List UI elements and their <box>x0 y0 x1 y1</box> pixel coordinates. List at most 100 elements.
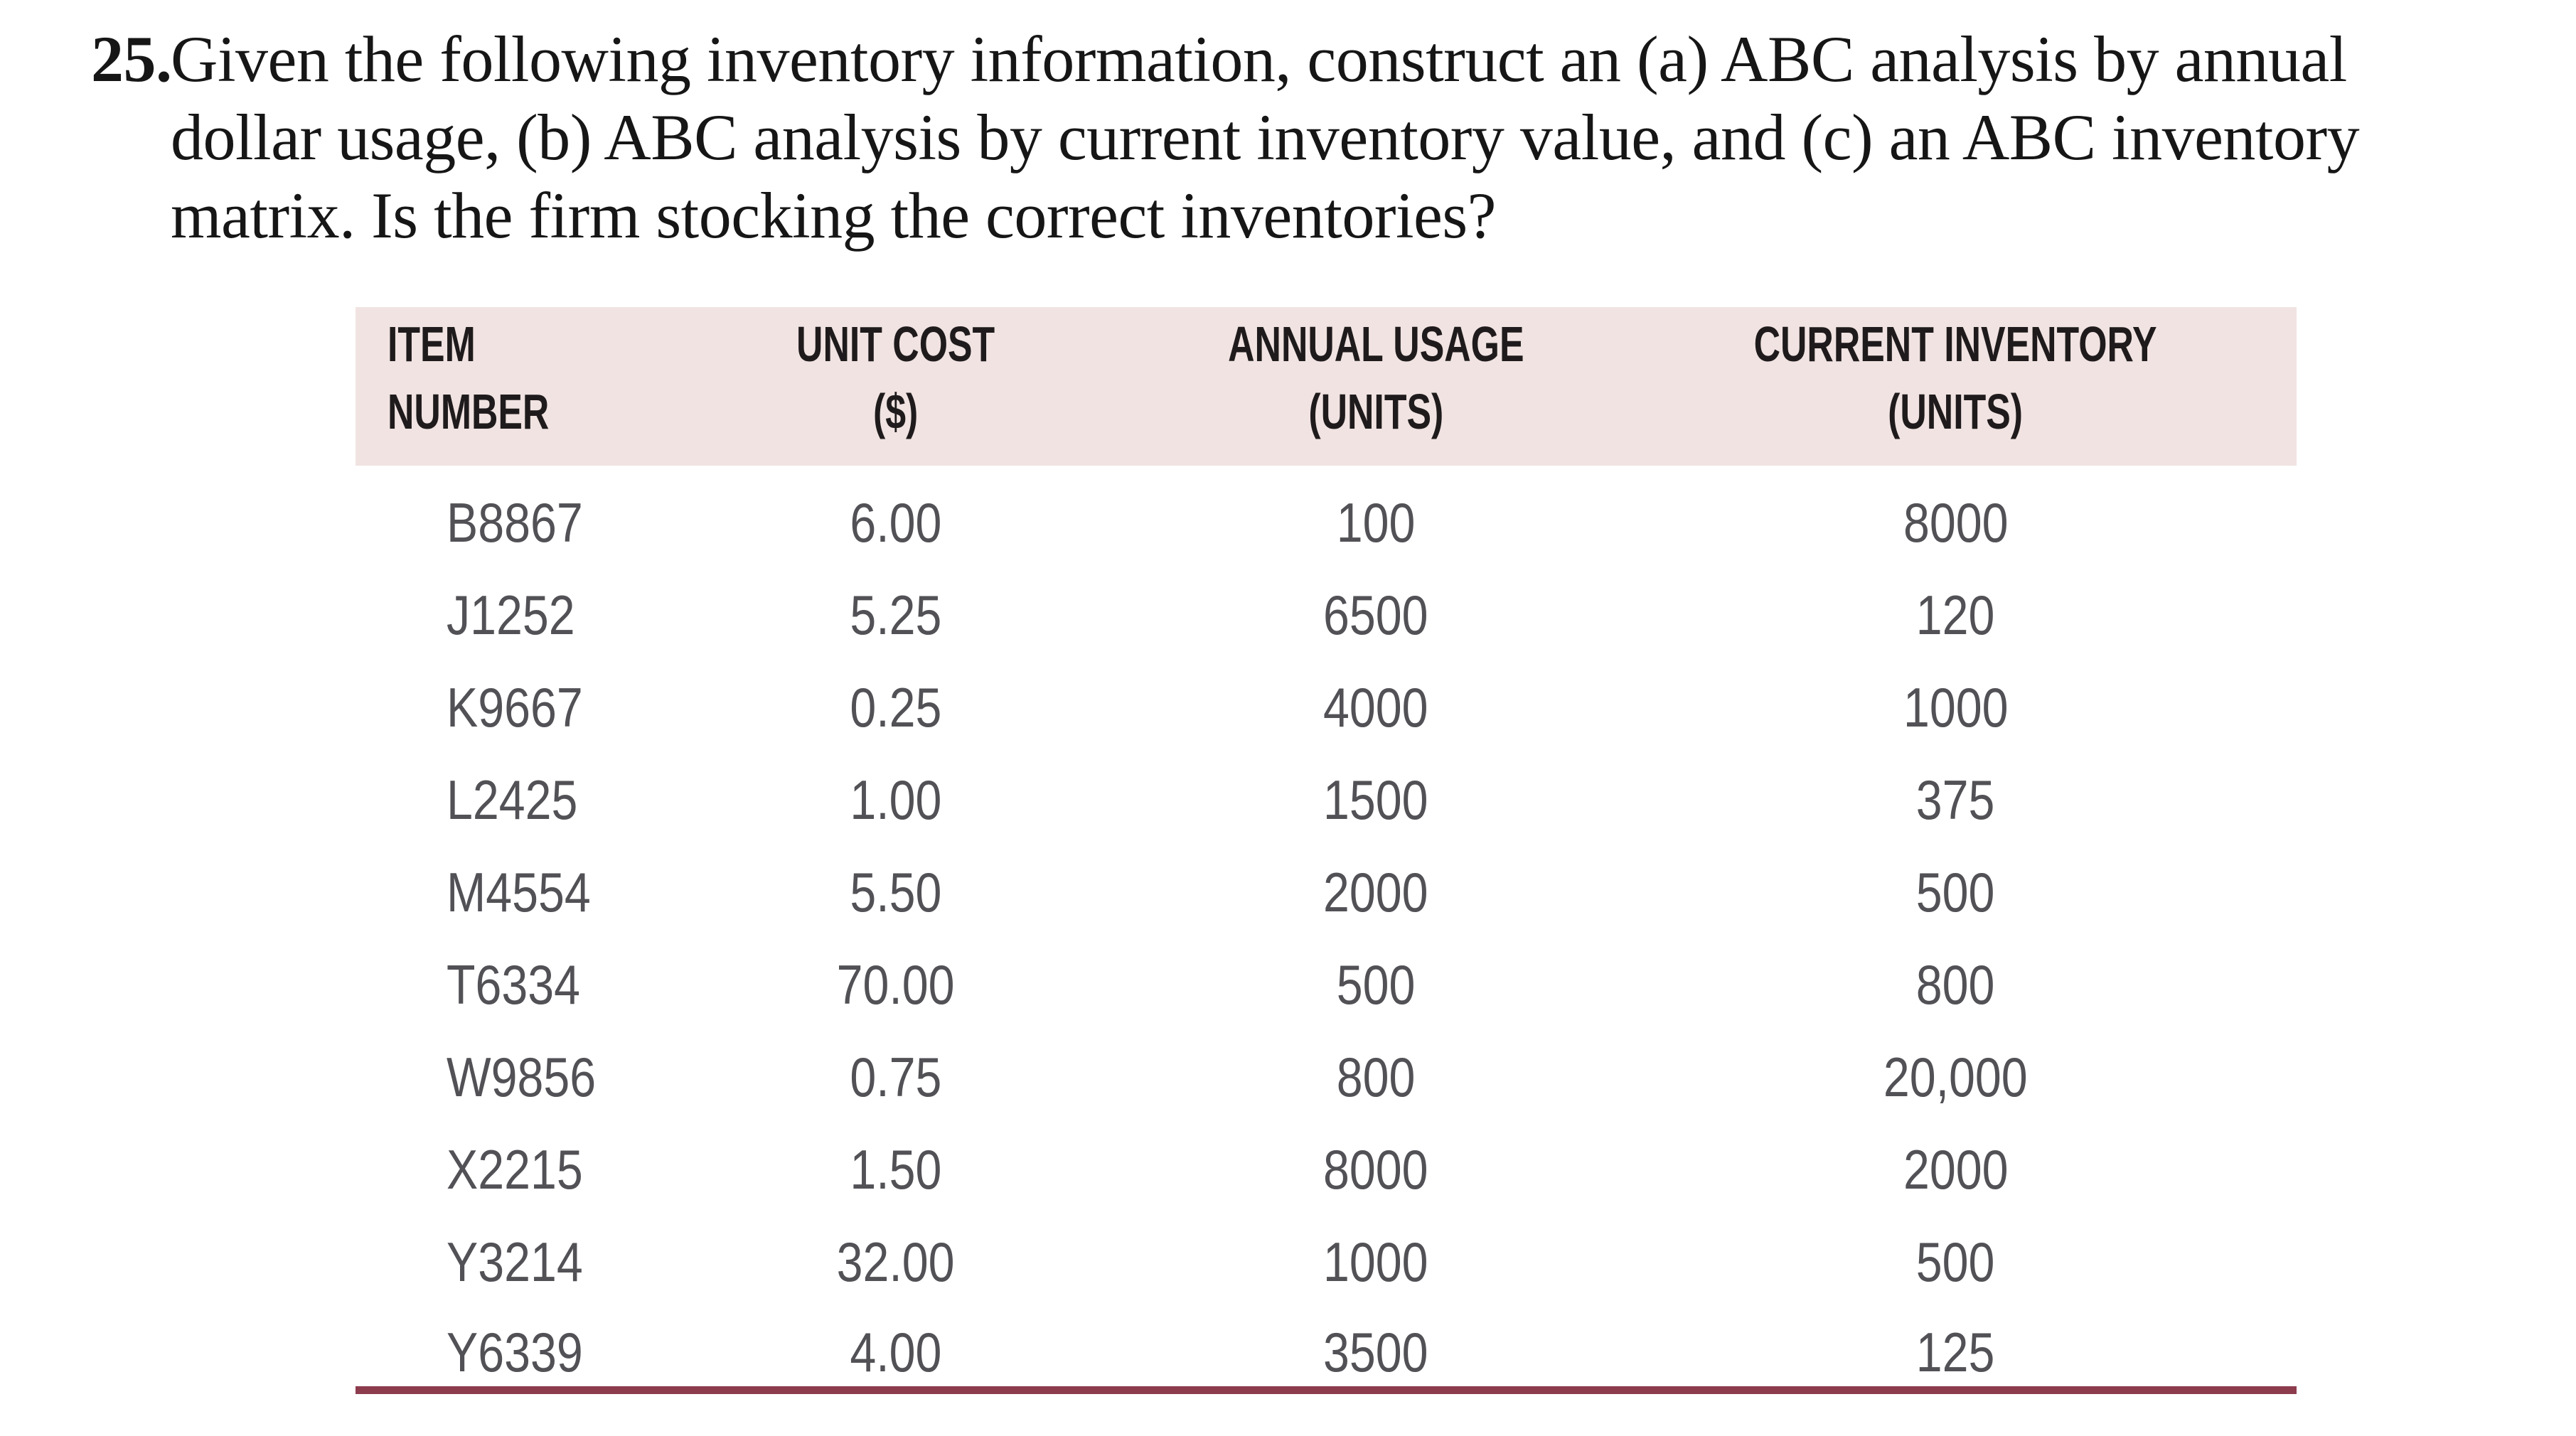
annual-usage-value: 800 <box>1336 1045 1416 1108</box>
inventory-table-header: ITEM NUMBER UNIT COST ($) ANNUAL USAGE (… <box>356 307 2297 466</box>
item-number-cell: M4554 <box>356 835 704 928</box>
item-number-cell: Y6339 <box>356 1297 704 1390</box>
item-number-value: K9667 <box>447 675 583 739</box>
unit-cost-cell: 5.25 <box>704 558 1088 650</box>
unit-cost-value: 5.25 <box>850 583 942 646</box>
unit-cost-value: 32.00 <box>837 1230 955 1293</box>
table-row: B8867 6.00 100 8000 <box>356 466 2297 558</box>
annual-usage-cell: 500 <box>1088 928 1664 1020</box>
current-inventory-value: 8000 <box>1903 491 2009 554</box>
unit-cost-cell: 5.50 <box>704 835 1088 928</box>
column-header-annual-usage: ANNUAL USAGE (UNITS) <box>1088 307 1664 466</box>
unit-cost-cell: 0.25 <box>704 650 1088 743</box>
column-header-current-inventory: CURRENT INVENTORY (UNITS) <box>1664 307 2297 466</box>
item-number-value: B8867 <box>447 491 583 554</box>
item-number-cell: L2425 <box>356 743 704 835</box>
item-number-cell: T6334 <box>356 928 704 1020</box>
column-header-item-number-label: ITEM NUMBER <box>388 316 550 439</box>
column-header-unit-cost: UNIT COST ($) <box>704 307 1088 466</box>
unit-cost-value: 5.50 <box>850 860 942 923</box>
problem-number: 25. <box>91 23 172 95</box>
item-number-cell: K9667 <box>356 650 704 743</box>
current-inventory-cell: 120 <box>1664 558 2297 650</box>
unit-cost-value: 0.75 <box>850 1045 942 1108</box>
unit-cost-value: 4.00 <box>850 1320 942 1383</box>
annual-usage-cell: 3500 <box>1088 1297 1664 1390</box>
annual-usage-cell: 100 <box>1088 466 1664 558</box>
annual-usage-value: 1500 <box>1323 768 1428 831</box>
column-header-annual-usage-label: ANNUAL USAGE (UNITS) <box>1227 316 1524 439</box>
unit-cost-value: 0.25 <box>850 675 942 739</box>
current-inventory-cell: 2000 <box>1664 1113 2297 1205</box>
current-inventory-cell: 375 <box>1664 743 2297 835</box>
table-row: J1252 5.25 6500 120 <box>356 558 2297 650</box>
annual-usage-cell: 8000 <box>1088 1113 1664 1205</box>
current-inventory-value: 125 <box>1916 1320 1995 1383</box>
current-inventory-cell: 20,000 <box>1664 1020 2297 1113</box>
table-row: L2425 1.00 1500 375 <box>356 743 2297 835</box>
item-number-cell: J1252 <box>356 558 704 650</box>
header-row: ITEM NUMBER UNIT COST ($) ANNUAL USAGE (… <box>356 307 2297 466</box>
unit-cost-value: 70.00 <box>837 953 955 1016</box>
table-row: W9856 0.75 800 20,000 <box>356 1020 2297 1113</box>
current-inventory-value: 500 <box>1916 1230 1995 1293</box>
annual-usage-cell: 800 <box>1088 1020 1664 1113</box>
current-inventory-cell: 1000 <box>1664 650 2297 743</box>
inventory-table-body: B8867 6.00 100 8000 J1252 5.25 6500 120 … <box>356 466 2297 1390</box>
current-inventory-value: 800 <box>1916 953 1995 1016</box>
current-inventory-cell: 8000 <box>1664 466 2297 558</box>
item-number-value: Y3214 <box>447 1230 583 1293</box>
annual-usage-cell: 4000 <box>1088 650 1664 743</box>
item-number-value: T6334 <box>447 953 580 1016</box>
annual-usage-value: 8000 <box>1323 1137 1428 1201</box>
unit-cost-value: 1.00 <box>850 768 942 831</box>
current-inventory-value: 2000 <box>1903 1137 2009 1201</box>
column-header-unit-cost-label: UNIT COST ($) <box>796 316 995 439</box>
table-row: X2215 1.50 8000 2000 <box>356 1113 2297 1205</box>
unit-cost-cell: 6.00 <box>704 466 1088 558</box>
annual-usage-value: 2000 <box>1323 860 1428 923</box>
current-inventory-cell: 800 <box>1664 928 2297 1020</box>
annual-usage-value: 1000 <box>1323 1230 1428 1293</box>
inventory-table: ITEM NUMBER UNIT COST ($) ANNUAL USAGE (… <box>356 307 2297 1394</box>
column-header-item-number: ITEM NUMBER <box>356 307 704 466</box>
unit-cost-cell: 32.00 <box>704 1205 1088 1297</box>
unit-cost-value: 1.50 <box>850 1137 942 1201</box>
unit-cost-cell: 70.00 <box>704 928 1088 1020</box>
item-number-value: L2425 <box>447 768 578 831</box>
unit-cost-cell: 1.00 <box>704 743 1088 835</box>
current-inventory-value: 120 <box>1916 583 1995 646</box>
table-row: M4554 5.50 2000 500 <box>356 835 2297 928</box>
item-number-value: X2215 <box>447 1137 583 1201</box>
problem-text-line: matrix. Is the firm stocking the correct… <box>171 179 1497 252</box>
annual-usage-cell: 1500 <box>1088 743 1664 835</box>
current-inventory-value: 1000 <box>1903 675 2009 739</box>
problem-text-line: Given the following inventory informatio… <box>171 23 2347 95</box>
item-number-value: M4554 <box>447 860 591 923</box>
item-number-value: W9856 <box>447 1045 597 1108</box>
current-inventory-value: 20,000 <box>1883 1045 2028 1108</box>
current-inventory-cell: 125 <box>1664 1297 2297 1390</box>
item-number-cell: Y3214 <box>356 1205 704 1297</box>
current-inventory-value: 375 <box>1916 768 1995 831</box>
unit-cost-cell: 1.50 <box>704 1113 1088 1205</box>
annual-usage-cell: 2000 <box>1088 835 1664 928</box>
annual-usage-value: 4000 <box>1323 675 1428 739</box>
table-row: Y3214 32.00 1000 500 <box>356 1205 2297 1297</box>
annual-usage-value: 3500 <box>1323 1320 1428 1383</box>
unit-cost-value: 6.00 <box>850 491 942 554</box>
problem-text: Given the following inventory informatio… <box>171 20 2360 254</box>
item-number-cell: B8867 <box>356 466 704 558</box>
table-row: T6334 70.00 500 800 <box>356 928 2297 1020</box>
current-inventory-value: 500 <box>1916 860 1995 923</box>
table-row: Y6339 4.00 3500 125 <box>356 1297 2297 1390</box>
item-number-value: Y6339 <box>447 1320 583 1383</box>
current-inventory-cell: 500 <box>1664 835 2297 928</box>
problem-statement: 25. Given the following inventory inform… <box>91 20 2360 254</box>
annual-usage-cell: 6500 <box>1088 558 1664 650</box>
annual-usage-cell: 1000 <box>1088 1205 1664 1297</box>
item-number-value: J1252 <box>447 583 575 646</box>
unit-cost-cell: 4.00 <box>704 1297 1088 1390</box>
unit-cost-cell: 0.75 <box>704 1020 1088 1113</box>
table-row: K9667 0.25 4000 1000 <box>356 650 2297 743</box>
